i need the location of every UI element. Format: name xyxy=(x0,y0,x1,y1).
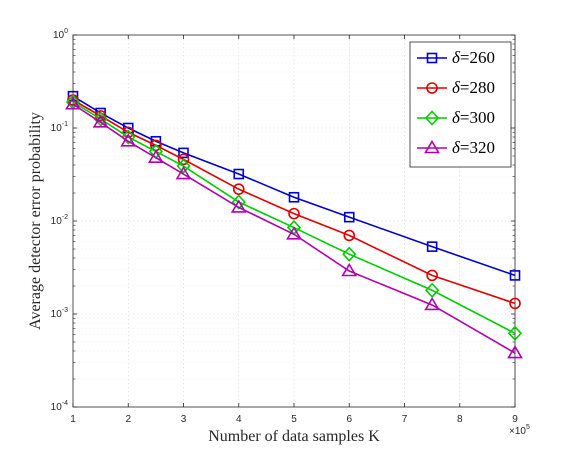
y-tick-base: 10 xyxy=(51,309,63,320)
y-tick-base: 10 xyxy=(51,402,63,413)
legend-marker xyxy=(424,139,440,154)
data-point-marker xyxy=(424,296,441,311)
series-triangle xyxy=(65,96,523,359)
x-tick-label: 9 xyxy=(512,414,518,425)
data-point-marker xyxy=(120,133,137,147)
y-tick-label: 10-4 xyxy=(51,400,68,413)
data-point-marker xyxy=(288,191,300,203)
series-square xyxy=(67,90,521,281)
legend-entry: δ=280 xyxy=(417,78,495,97)
data-point-marker xyxy=(341,262,358,277)
x-tick-label: 6 xyxy=(346,414,352,425)
legend-label: δ=280 xyxy=(452,78,495,97)
data-point-marker xyxy=(425,282,440,298)
legend-entry: δ=300 xyxy=(417,108,495,127)
legend-entry: δ=320 xyxy=(417,138,495,157)
x-tick-label: 1 xyxy=(70,414,76,425)
series-line xyxy=(72,101,516,335)
data-point-marker xyxy=(288,207,300,220)
y-tick-base: 10 xyxy=(51,216,63,227)
y-tick-label: 10-1 xyxy=(51,121,68,134)
data-point-marker xyxy=(507,325,523,341)
series-line xyxy=(72,103,516,354)
x-tick-label: 8 xyxy=(457,414,463,425)
data-point-marker xyxy=(342,246,357,262)
series-diamond xyxy=(65,94,523,341)
series-line xyxy=(72,99,516,305)
data-point-marker xyxy=(231,194,246,210)
legend-label: δ=260 xyxy=(452,48,495,67)
legend-value: =300 xyxy=(460,108,495,127)
x-multiplier-base: ×10 xyxy=(509,426,526,437)
legend-symbol: δ xyxy=(452,48,461,67)
data-point-marker xyxy=(507,345,523,359)
y-tick-label: 10-2 xyxy=(51,214,68,227)
data-point-marker xyxy=(426,241,438,252)
y-tick-label: 10-3 xyxy=(51,307,68,320)
data-point-marker xyxy=(343,229,356,242)
y-tick-exponent: -2 xyxy=(62,214,68,221)
data-point-marker xyxy=(232,183,245,195)
y-tick-label: 100 xyxy=(53,28,68,41)
x-tick-label: 5 xyxy=(291,414,297,425)
x-axis-label: Number of data samples K xyxy=(208,428,380,445)
data-point-marker xyxy=(233,168,245,180)
x-multiplier: ×105 xyxy=(509,424,530,437)
data-point-marker xyxy=(65,96,81,110)
legend-symbol: δ xyxy=(452,78,461,97)
legend-marker xyxy=(426,82,438,94)
data-point-marker xyxy=(509,297,521,310)
y-tick-base: 10 xyxy=(53,30,65,41)
x-tick-label: 7 xyxy=(402,414,408,425)
data-point-marker xyxy=(147,149,164,163)
legend-value: =320 xyxy=(460,138,495,157)
y-tick-exponent: -3 xyxy=(62,307,68,314)
legend-marker xyxy=(426,52,438,64)
series-layer xyxy=(65,90,523,359)
legend-marker xyxy=(424,110,440,126)
data-point-marker xyxy=(230,199,247,213)
x-tick-label: 4 xyxy=(236,414,242,425)
data-point-marker xyxy=(177,153,190,166)
y-tick-base: 10 xyxy=(51,123,63,134)
data-point-marker xyxy=(509,270,521,281)
legend-label: δ=300 xyxy=(452,108,495,127)
legend-value: =280 xyxy=(460,78,495,97)
x-tick-label: 2 xyxy=(125,414,131,425)
data-point-marker xyxy=(426,269,438,282)
data-point-marker xyxy=(121,129,136,145)
series-line xyxy=(72,95,516,277)
y-tick-exponent: -1 xyxy=(62,121,68,128)
legend-symbol: δ xyxy=(452,138,461,157)
data-point-marker xyxy=(343,211,355,223)
x-multiplier-exponent: 5 xyxy=(526,424,530,431)
legend-entry: δ=260 xyxy=(417,48,495,67)
legend-symbol: δ xyxy=(452,108,461,127)
legend-value: =260 xyxy=(460,48,495,67)
data-point-marker xyxy=(286,226,302,240)
legend-label: δ=320 xyxy=(452,138,495,157)
y-tick-exponent: -4 xyxy=(62,400,68,407)
data-point-marker xyxy=(175,165,192,180)
x-tick-label: 3 xyxy=(181,414,187,425)
y-tick-exponent: 0 xyxy=(64,28,68,35)
data-point-marker xyxy=(176,158,191,174)
data-point-marker xyxy=(92,114,109,128)
data-point-marker xyxy=(178,147,189,159)
data-point-marker xyxy=(93,111,108,127)
y-axis-label: Average detector error probability xyxy=(27,112,44,330)
